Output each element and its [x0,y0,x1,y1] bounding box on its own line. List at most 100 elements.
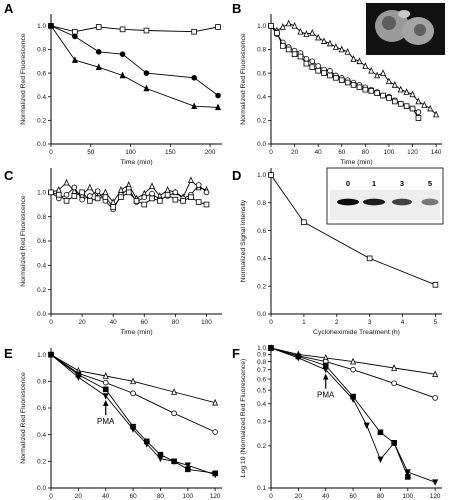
y-tick-label: 1.0 [37,190,46,197]
data-point [362,62,369,69]
x-tick-label: 0 [269,493,273,500]
x-tick-label: 80 [172,319,180,326]
y-tick-label: 0.6 [37,238,46,245]
y-tick-label: 0.8 [37,47,46,54]
data-point [203,189,210,196]
data-point [119,26,126,33]
data-series-1 [48,23,221,35]
data-point [125,189,132,196]
data-point [415,97,422,105]
data-point [110,204,116,210]
x-tick-label: 60 [130,493,138,500]
data-point [303,56,310,62]
data-point [102,393,109,400]
y-tick-label: 0.0 [37,485,46,492]
data-point [397,85,404,93]
y-tick-label: 1.0 [257,23,266,30]
y-axis-title: Normalized Red Fluorescence [240,33,247,125]
data-point [212,429,218,435]
blot-lane-label: 5 [428,179,432,188]
data-point [71,184,78,191]
data-series-3 [48,189,210,210]
blot-band [337,198,359,206]
data-point [285,46,292,53]
data-point [102,386,109,393]
data-point [184,462,191,469]
data-point [403,88,410,95]
cell-highlight [398,10,410,18]
data-point [326,39,333,47]
y-tick-label: 0.2 [257,118,266,125]
data-point [72,28,78,35]
x-tick-label: 140 [431,149,442,156]
pma-annotation: PMA [97,400,115,426]
y-tick-label: 0.6 [257,70,266,77]
x-tick-label: 60 [338,149,346,156]
chart-panel-b: B 0 20 40 60 80 100 120 140 0.0 0.2 0.4 0.6 0.8 1.0 Tim… [232,1,445,166]
data-point [55,191,62,198]
data-point [102,379,109,386]
data-point [149,195,155,202]
data-point [157,198,163,204]
data-point [274,30,280,36]
data-point [172,196,179,203]
y-tick-label: 0.1 [257,485,266,492]
data-point [171,388,178,395]
data-point [321,37,328,44]
data-point [87,193,93,199]
pma-arrowhead [102,400,109,406]
y-tick-label: 0.4 [37,263,46,270]
data-series-4 [47,351,219,479]
data-point [188,194,194,201]
blot-band [363,198,385,206]
data-series-2 [48,351,218,435]
x-tick-label: 100 [201,319,212,326]
data-point [191,28,197,35]
data-point [203,201,210,208]
data-point [291,51,298,57]
series-line [50,354,216,433]
data-point [268,172,274,178]
y-tick-label: 0.0 [257,141,266,148]
data-point [171,410,177,417]
data-point [164,191,171,198]
x-tick-label: 40 [322,493,330,500]
data-point [309,64,316,70]
y-tick-label: 0.2 [257,283,266,290]
data-point [195,182,202,188]
data-point [149,190,155,197]
data-point [391,440,398,447]
data-point [391,380,397,387]
data-point [195,199,202,205]
cell-micrograph-inset [366,3,445,55]
data-point [164,186,171,193]
data-point [309,29,316,36]
data-point [75,374,82,381]
data-point [377,429,384,436]
data-point [409,105,416,112]
y-tick-label: 1.0 [37,23,46,30]
y-tick-label: 0.8 [37,214,46,221]
x-tick-label: 80 [157,493,165,500]
data-point [356,84,363,91]
y-tick-label: 0.6 [37,70,46,77]
data-point [72,33,78,40]
x-tick-label: 0 [49,149,53,156]
data-point [368,88,375,94]
blot-band [421,198,439,206]
x-tick-label: 80 [377,493,385,500]
chart-panel-c: C 0 20 40 60 80 100 0.0 0.2 0.4 0.6 0.8 1.0 Time (min… [4,168,222,336]
x-tick-label: 0 [49,493,53,500]
data-point [421,101,428,108]
data-point [86,183,93,191]
y-tick-label: 0.2 [257,443,266,450]
data-point [143,84,150,92]
y-tick-label: 0.2 [37,459,46,466]
data-point [404,469,411,476]
x-tick-label: 5 [434,319,438,326]
y-tick-label: 1.0 [257,345,266,352]
data-point [71,193,78,199]
data-point [63,198,70,204]
data-point [391,364,398,371]
